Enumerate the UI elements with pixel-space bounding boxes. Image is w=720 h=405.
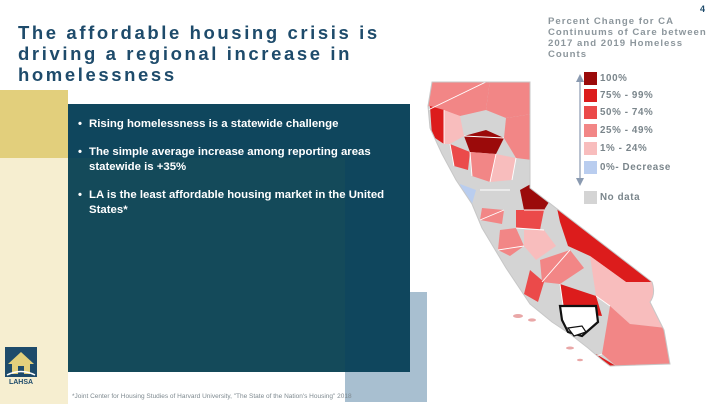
county-borders <box>428 82 611 361</box>
footnote: *Joint Center for Housing Studies of Har… <box>72 393 352 400</box>
lahsa-logo: LAHSA <box>4 346 38 390</box>
legend-swatch <box>584 191 597 204</box>
bullet-dot-icon: • <box>78 189 82 201</box>
double-arrow-icon <box>576 74 584 186</box>
legend-swatch <box>584 161 597 174</box>
legend-swatch <box>584 72 597 85</box>
bullet-text: LA is the least affordable housing marke… <box>89 189 385 216</box>
channel-islands <box>513 314 583 362</box>
bullet-item: • The simple average increase among repor… <box>78 145 403 175</box>
state-outline <box>427 81 671 367</box>
slide-title: The affordable housing crisis is driving… <box>18 22 380 85</box>
legend-label: 75% - 99% <box>600 90 654 101</box>
legend-label: 100% <box>600 73 628 84</box>
bullet-text: Rising homelessness is a statewide chall… <box>89 118 339 130</box>
bullet-dot-icon: • <box>78 146 82 158</box>
legend-swatch <box>584 106 597 119</box>
legend-swatch <box>584 142 597 155</box>
legend-label: 25% - 49% <box>600 125 654 136</box>
bullet-text: The simple average increase among report… <box>89 146 371 173</box>
legend-title: Percent Change for CA Continuums of Care… <box>548 16 707 60</box>
legend-label: 50% - 74% <box>600 107 654 118</box>
legend-label: No data <box>600 192 641 203</box>
bullet-list: • Rising homelessness is a statewide chal… <box>78 117 403 231</box>
bullet-dot-icon: • <box>78 118 82 130</box>
legend-label: 0%- Decrease <box>600 162 671 173</box>
legend-swatch <box>584 124 597 137</box>
california-choropleth-map <box>427 81 671 367</box>
la-city-outline <box>566 325 587 337</box>
decorative-block-gold <box>0 90 68 158</box>
logo-mark-icon <box>5 347 37 377</box>
bullet-panel-overlay <box>68 158 345 372</box>
legend-label: 1% - 24% <box>600 143 648 154</box>
legend-swatch <box>584 89 597 102</box>
logo-text: LAHSA <box>8 379 34 386</box>
page-number: 4 <box>700 4 706 14</box>
county-layer <box>428 82 670 366</box>
bullet-item: • LA is the least affordable housing mark… <box>78 188 403 218</box>
bullet-item: • Rising homelessness is a statewide chal… <box>78 117 403 132</box>
